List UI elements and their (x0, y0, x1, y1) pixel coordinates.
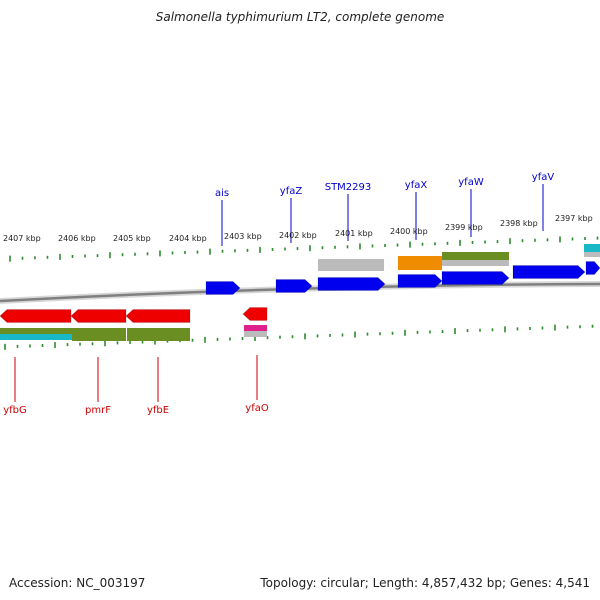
forward-gene-label: yfaZ (280, 186, 303, 197)
feature-teal (584, 244, 600, 252)
forward-gene-label: yfaX (405, 180, 428, 191)
reverse-gene-arrow (70, 309, 127, 323)
top-tick-marks (9, 236, 599, 262)
scale-label: 2407 kbp (3, 234, 41, 243)
scale-label: 2399 kbp (445, 223, 483, 232)
forward-gene-label: yfaV (532, 172, 555, 183)
feature-magenta (244, 325, 267, 331)
feature-gray (584, 252, 600, 257)
forward-gene-label: ais (215, 188, 229, 199)
feature-olive (127, 328, 190, 341)
feature-teal (0, 334, 72, 340)
scale-labels: 2407 kbp 2406 kbp 2405 kbp 2404 kbp 2403 kbp… (3, 214, 593, 243)
reverse-gene-label: yfbG (3, 405, 27, 416)
reverse-gene-label: pmrF (85, 405, 111, 416)
forward-gene-arrow (512, 265, 586, 279)
accession-text: Accession: NC_003197 (9, 576, 146, 590)
forward-gene-label: yfaW (458, 177, 484, 188)
feature-orange (398, 256, 442, 270)
feature-olive (72, 328, 126, 341)
forward-gene-label: STM2293 (325, 182, 372, 193)
reverse-gene-arrow (242, 307, 268, 321)
feature-gray (442, 260, 509, 266)
forward-gene-arrow (317, 277, 386, 291)
reverse-gene-arrow (125, 309, 191, 323)
genome-summary-text: Topology: circular; Length: 4,857,432 bp… (260, 576, 590, 590)
feature-olive (0, 328, 72, 334)
forward-gene-arrow (275, 279, 313, 293)
feature-tracks (0, 244, 600, 341)
feature-gray (244, 331, 267, 337)
bottom-tick-marks (4, 324, 594, 350)
scale-label: 2403 kbp (224, 232, 262, 241)
scale-label: 2401 kbp (335, 229, 373, 238)
gene-arrows (0, 261, 600, 323)
label-leaders (14, 184, 544, 402)
forward-gene-arrow (397, 274, 443, 288)
scale-label: 2398 kbp (500, 219, 538, 228)
map-title: Salmonella typhimurium LT2, complete gen… (155, 10, 445, 24)
reverse-gene-label: yfbE (147, 405, 169, 416)
scale-label: 2404 kbp (169, 234, 207, 243)
reverse-gene-label: yfaO (245, 403, 269, 414)
feature-gray (318, 259, 384, 271)
gene-labels: ais yfaZ STM2293 yfaX yfaW yfaV yfbG pmrF yfbE yf… (3, 172, 554, 416)
scale-label: 2405 kbp (113, 234, 151, 243)
reverse-gene-arrow (0, 309, 72, 323)
scale-label: 2397 kbp (555, 214, 593, 223)
scale-label: 2400 kbp (390, 227, 428, 236)
forward-gene-arrow (205, 281, 241, 295)
feature-olive (442, 252, 509, 260)
forward-gene-arrow (441, 271, 510, 285)
forward-gene-arrow (585, 261, 600, 275)
scale-label: 2402 kbp (279, 231, 317, 240)
scale-label: 2406 kbp (58, 234, 96, 243)
